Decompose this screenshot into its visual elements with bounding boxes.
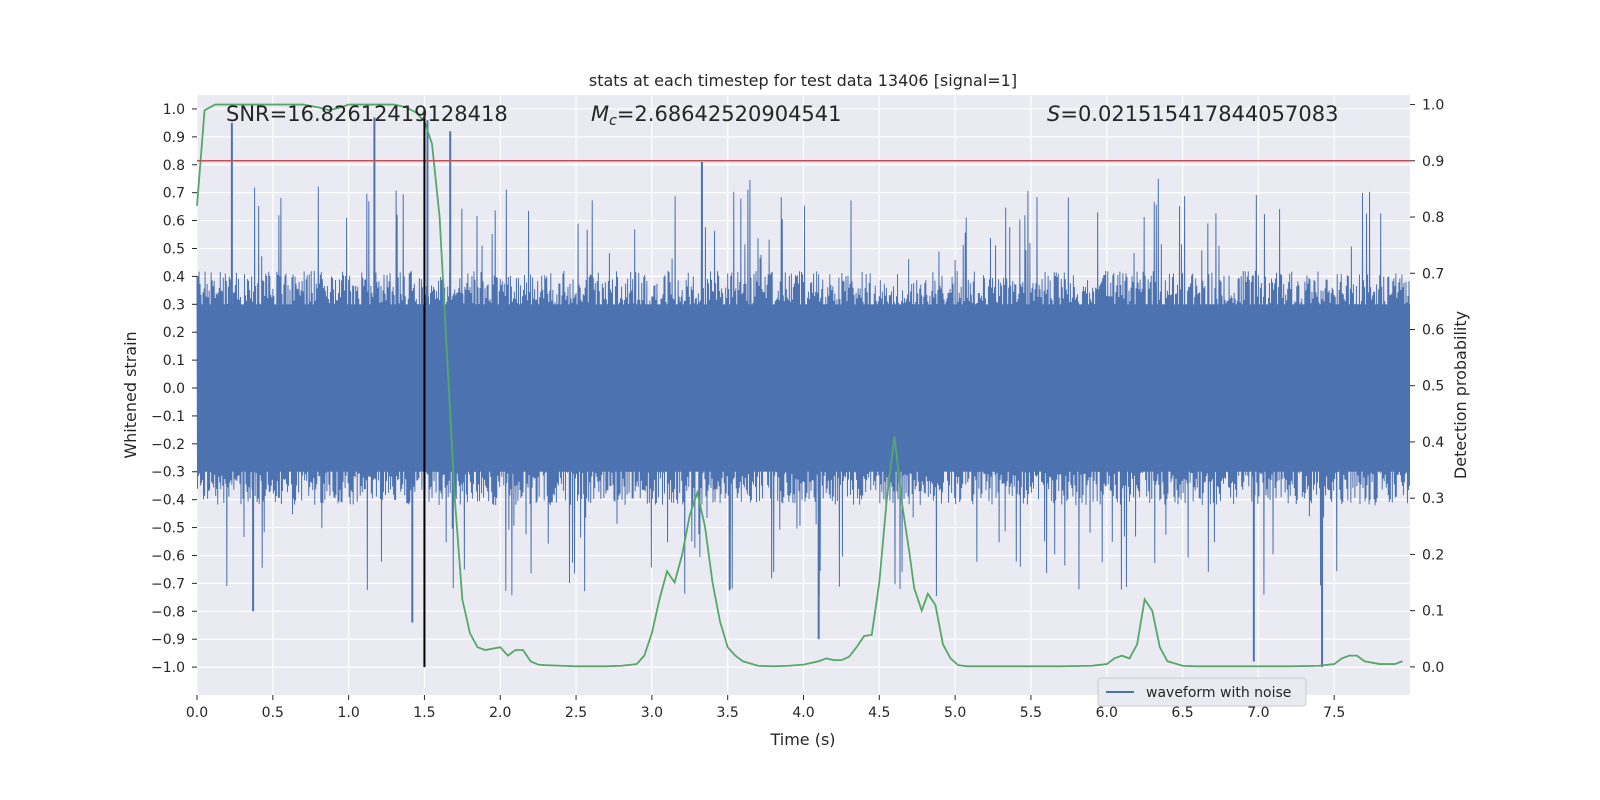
x-tick-label: 3.0 [641, 705, 663, 721]
y-right-axis-ticks: 1.0 0.9 0.8 0.7 0.6 0.5 0.4 0.3 0.2 0.1 0.0 [1410, 98, 1444, 676]
y-right-tick-label: 0.1 [1422, 604, 1444, 620]
x-tick-label: 3.5 [717, 705, 739, 721]
y-left-tick-label: 0.7 [163, 186, 185, 202]
y-left-tick-label: 0.4 [163, 269, 185, 285]
y-left-tick-label: 0.2 [163, 325, 185, 341]
y-right-tick-label: 0.4 [1422, 435, 1444, 451]
y-left-tick-label: 0.0 [163, 381, 185, 397]
strain-series [196, 117, 1410, 668]
x-tick-label: 4.0 [792, 705, 814, 721]
strain-line [196, 178, 1410, 597]
x-axis-label: Time (s) [769, 730, 835, 749]
x-tick-label: 0.5 [262, 705, 284, 721]
y-left-tick-label: 1.0 [163, 102, 185, 118]
y-left-tick-label: 0.1 [163, 353, 185, 369]
legend: waveform with noise [1097, 677, 1307, 707]
x-tick-label: 5.0 [944, 705, 966, 721]
x-tick-label: 1.0 [337, 705, 359, 721]
y-right-tick-label: 0.5 [1422, 379, 1444, 395]
x-tick-label: 5.5 [1020, 705, 1042, 721]
mc-annotation: Mc=2.68642520904541 [591, 102, 842, 129]
mc-subscript: c [609, 113, 617, 129]
y-left-tick-label: 0.3 [163, 297, 185, 313]
y-left-tick-label: −0.4 [151, 493, 185, 509]
s-value: =0.021515417844057083 [1060, 102, 1338, 126]
y-left-tick-label: 0.8 [163, 158, 185, 174]
y-left-axis-label: Whitened strain [121, 331, 140, 458]
x-tick-label: 2.5 [565, 705, 587, 721]
y-right-axis-label: Detection probability [1451, 311, 1470, 479]
mc-value: =2.68642520904541 [617, 102, 842, 126]
y-left-tick-label: −0.3 [151, 465, 185, 481]
snr-annotation: SNR=16.82612419128418 [226, 102, 508, 126]
y-left-axis-ticks: 1.0 0.9 0.8 0.7 0.6 0.5 0.4 0.3 0.2 0.1 0.0 −0.1 −0.… [151, 102, 197, 676]
y-right-tick-label: 0.7 [1422, 266, 1444, 282]
mc-symbol: M [591, 102, 609, 126]
y-left-tick-label: 0.6 [163, 214, 185, 230]
x-tick-label: 6.5 [1171, 705, 1193, 721]
x-axis-ticks: 0.0 0.5 1.0 1.5 2.0 2.5 3.0 3.5 4.0 4.5 5.0 5.5 6.0 6… [186, 695, 1345, 721]
y-left-tick-label: −0.8 [151, 604, 185, 620]
y-right-tick-label: 0.0 [1422, 660, 1444, 676]
y-right-tick-label: 0.3 [1422, 491, 1444, 507]
x-tick-label: 7.0 [1247, 705, 1269, 721]
y-left-tick-label: −0.9 [151, 632, 185, 648]
y-left-tick-label: −0.2 [151, 437, 185, 453]
s-symbol: S [1047, 102, 1060, 126]
y-right-tick-label: 0.9 [1422, 154, 1444, 170]
y-left-tick-label: 0.9 [163, 130, 185, 146]
y-left-tick-label: −0.7 [151, 576, 185, 592]
y-left-tick-label: −0.6 [151, 548, 185, 564]
x-tick-label: 6.0 [1096, 705, 1118, 721]
y-left-tick-label: 0.5 [163, 241, 185, 257]
y-right-tick-label: 0.6 [1422, 322, 1444, 338]
x-tick-label: 7.5 [1323, 705, 1345, 721]
y-left-tick-label: −0.5 [151, 521, 185, 537]
s-annotation: S=0.021515417844057083 [1047, 102, 1338, 126]
x-tick-label: 4.5 [868, 705, 890, 721]
legend-box [1097, 677, 1307, 707]
x-tick-label: 2.0 [489, 705, 511, 721]
legend-label: waveform with noise [1146, 685, 1291, 701]
y-right-tick-label: 1.0 [1422, 98, 1444, 114]
y-left-tick-label: −1.0 [151, 660, 185, 676]
y-right-tick-label: 0.2 [1422, 547, 1444, 563]
y-left-tick-label: −0.1 [151, 409, 185, 425]
x-tick-label: 0.0 [186, 705, 208, 721]
x-tick-label: 1.5 [413, 705, 435, 721]
chart-title: stats at each timestep for test data 134… [589, 71, 1017, 90]
y-right-tick-label: 0.8 [1422, 210, 1444, 226]
